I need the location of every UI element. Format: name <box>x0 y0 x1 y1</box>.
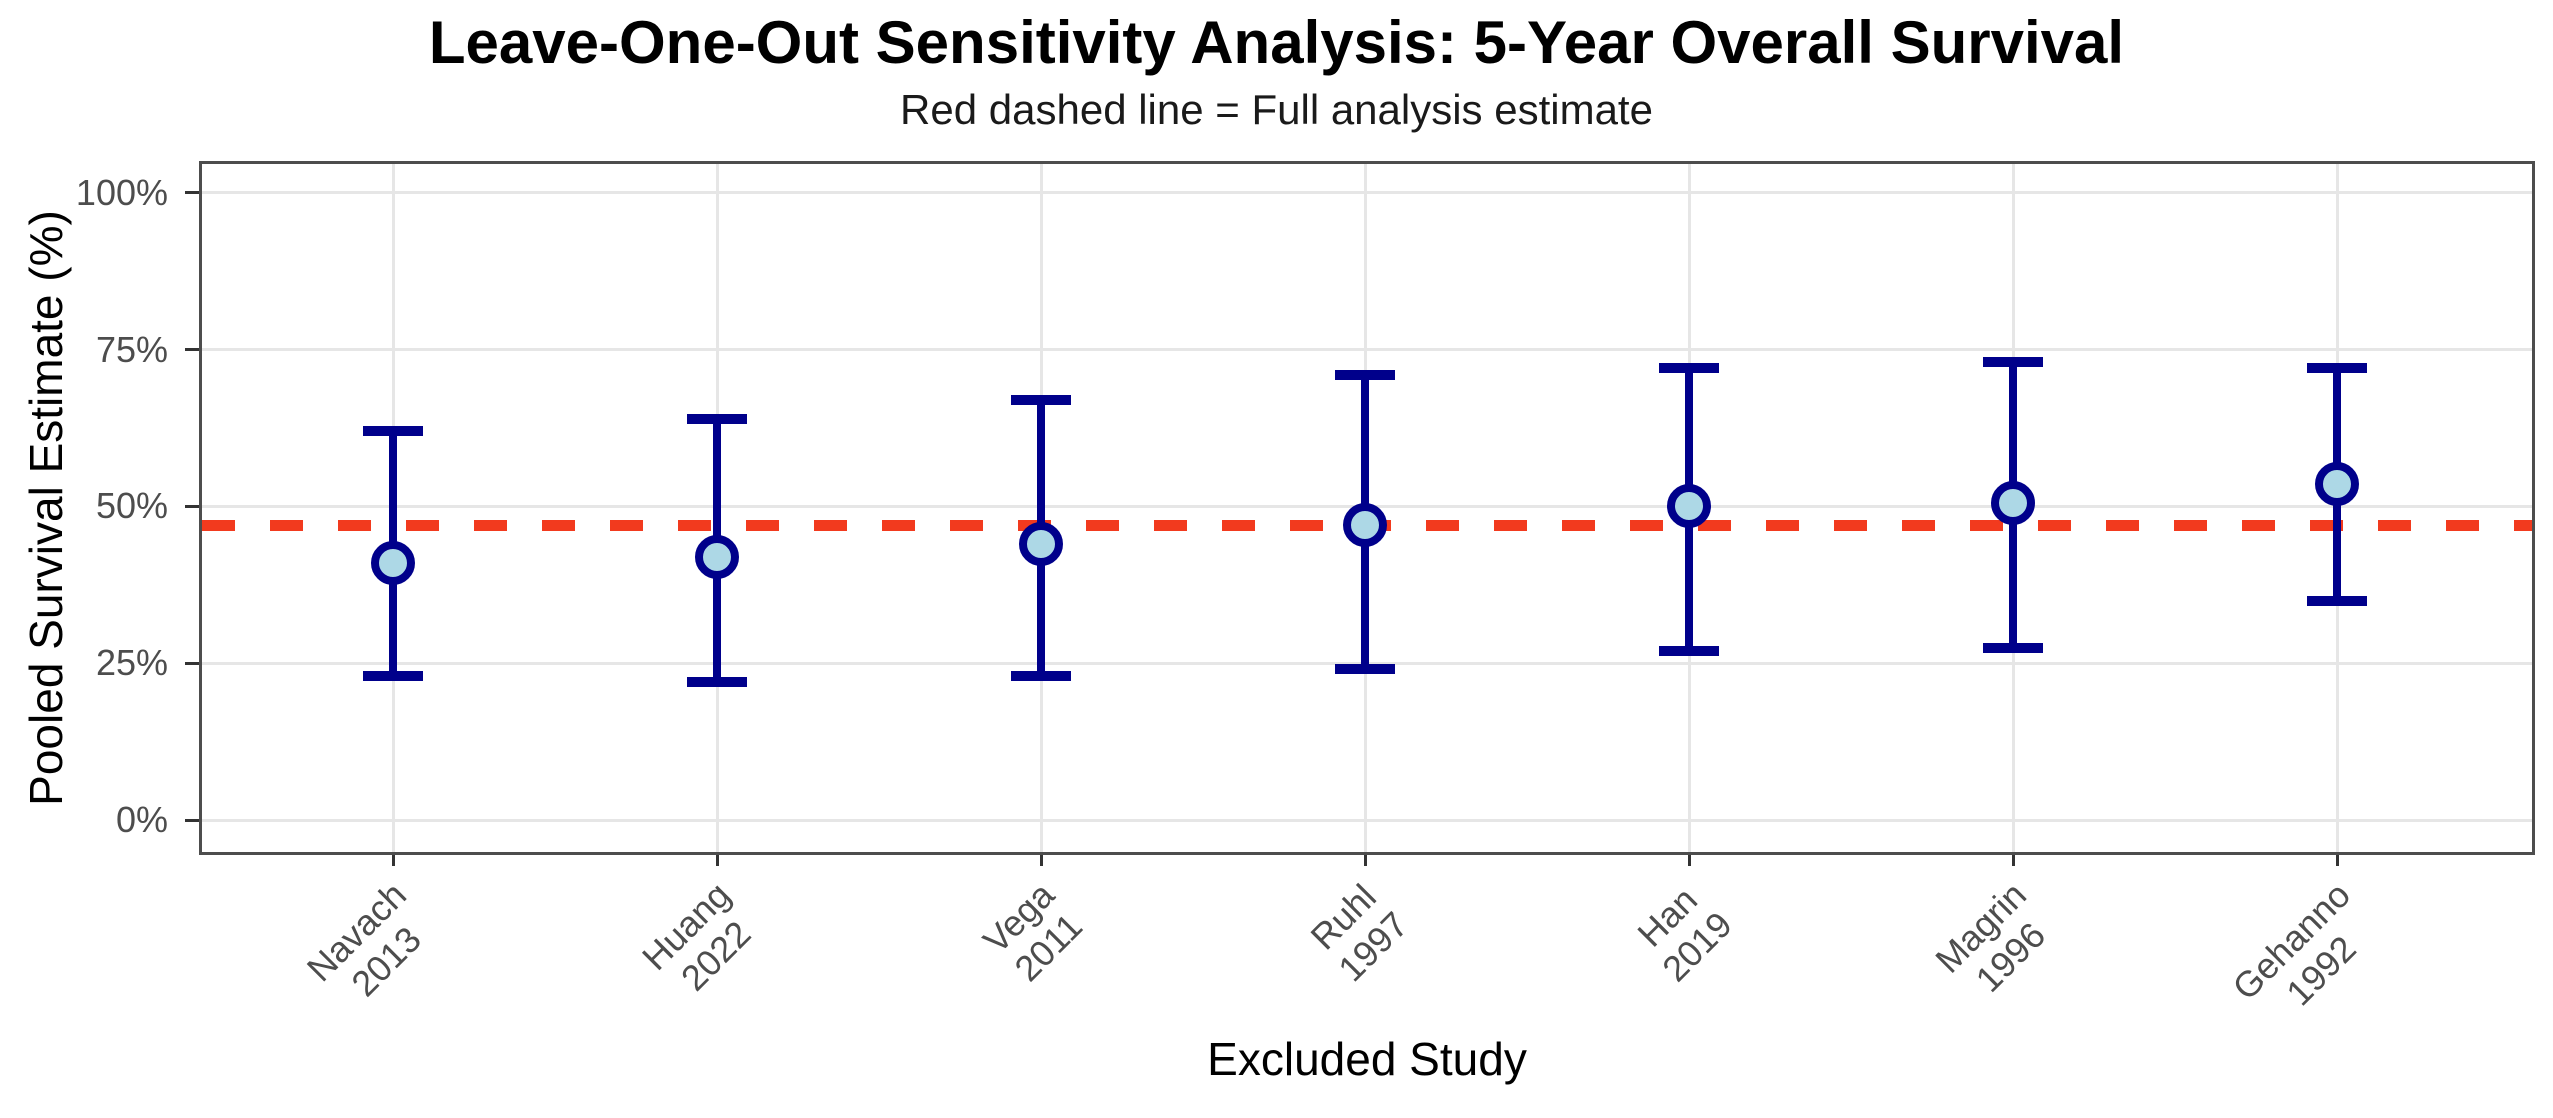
y-tick-label: 100% <box>75 171 168 213</box>
error-bar-cap-bottom <box>1011 670 1072 681</box>
x-tick-label-text: Huang 2022 <box>634 874 768 1008</box>
point-marker <box>1343 503 1388 548</box>
x-axis-tick <box>1039 852 1043 866</box>
x-axis-tick <box>715 852 719 866</box>
x-tick-label-text: Gehanno 1992 <box>2224 874 2388 1038</box>
point-marker <box>1019 522 1064 567</box>
y-axis-tick <box>185 661 199 665</box>
error-bar-cap-top <box>1659 363 1720 374</box>
gridline-horizontal <box>202 348 2532 352</box>
x-axis-tick <box>2011 852 2015 866</box>
chart-title: Leave-One-Out Sensitivity Analysis: 5-Ye… <box>428 9 2125 76</box>
error-bar-cap-top <box>1983 357 2044 368</box>
x-tick-label-text: Han 2019 <box>1624 874 1740 990</box>
y-tick-label: 75% <box>95 328 168 370</box>
gridline-horizontal <box>202 818 2532 822</box>
y-tick-label: 25% <box>95 642 168 684</box>
point-marker <box>1991 481 2036 526</box>
error-bar-cap-top <box>687 413 748 424</box>
point-marker <box>1667 484 1712 529</box>
point-marker <box>695 534 740 579</box>
panel-border <box>199 161 2535 855</box>
x-axis-tick <box>391 852 395 866</box>
point-marker <box>371 540 416 585</box>
error-bar-cap-top <box>2307 363 2368 374</box>
x-tick-label-text: Magrin 1996 <box>1927 874 2064 1011</box>
x-tick-label-text: Navach 2013 <box>299 874 445 1020</box>
error-bar-cap-bottom <box>1983 642 2044 653</box>
y-tick-label: 50% <box>95 485 168 527</box>
y-axis-tick <box>185 504 199 508</box>
x-axis-tick <box>1687 852 1691 866</box>
error-bar-cap-bottom <box>1335 664 1396 675</box>
error-bar-cap-bottom <box>1659 645 1720 656</box>
error-bar-cap-bottom <box>363 670 424 681</box>
plot-panel: 100% 75% 50% 25% 0% Navach 2013 Huang 2022 Vega 20… <box>76 161 2535 1013</box>
y-axis-tick <box>185 191 199 195</box>
error-bar-cap-bottom <box>2307 595 2368 606</box>
error-bar-cap-top <box>363 426 424 437</box>
y-axis-tick <box>185 818 199 822</box>
y-tick-label: 0% <box>115 799 168 840</box>
x-axis-tick <box>2335 852 2339 866</box>
x-tick-label-text: Ruhl 1997 <box>1300 874 1416 990</box>
error-bar-cap-bottom <box>687 677 748 688</box>
x-axis-tick <box>1363 852 1367 866</box>
y-axis-tick <box>185 348 199 352</box>
error-bar-cap-top <box>1335 369 1396 380</box>
point-marker <box>2315 462 2360 507</box>
x-tick-label-text: Vega 2011 <box>975 874 1092 991</box>
error-bar-cap-top <box>1011 394 1072 405</box>
x-axis-title: Excluded Study <box>1207 1033 1527 1085</box>
gridline-horizontal <box>202 191 2532 195</box>
chart-subtitle: Red dashed line = Full analysis estimate <box>900 86 1653 133</box>
